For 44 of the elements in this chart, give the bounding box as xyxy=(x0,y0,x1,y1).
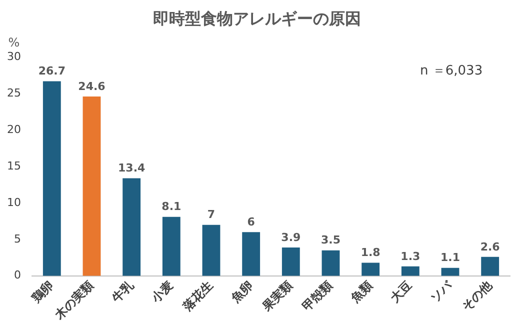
x-tick-label: 魚卵 xyxy=(228,278,256,306)
x-tick-label: 牛乳 xyxy=(108,278,137,306)
bar xyxy=(42,81,61,276)
bar xyxy=(162,216,180,276)
y-axis-title: % xyxy=(8,35,20,50)
x-tick-label: 小麦 xyxy=(148,278,176,306)
y-tick-label: 10 xyxy=(6,196,21,209)
data-label: 13.4 xyxy=(118,162,146,175)
x-tick-label: ソバ xyxy=(428,278,456,306)
y-tick-label: 0 xyxy=(14,268,21,282)
data-label: 24.6 xyxy=(78,80,106,93)
bar xyxy=(441,268,460,276)
data-label: 1.1 xyxy=(440,251,460,264)
annotation: n ＝6,033 xyxy=(420,64,483,79)
data-label: 1.3 xyxy=(400,250,420,263)
y-tick-label: 15 xyxy=(6,159,21,172)
data-label: 7 xyxy=(207,208,216,222)
y-tick-label: 25 xyxy=(6,86,21,100)
x-tick-label: 果実類 xyxy=(259,278,296,314)
bar xyxy=(82,96,101,276)
data-label: 1.8 xyxy=(360,246,380,260)
data-label: 8.1 xyxy=(162,200,182,214)
chart-title: 即時型食物アレルギーの原因 xyxy=(153,8,361,28)
x-tick-label: 落花生 xyxy=(180,278,216,314)
y-tick-label: 5 xyxy=(14,232,21,246)
bar xyxy=(401,266,420,276)
x-tick-label: その他 xyxy=(459,278,496,314)
bar xyxy=(282,247,300,276)
y-tick-label: 20 xyxy=(6,122,21,136)
data-label: 2.6 xyxy=(480,240,500,254)
data-label: 3.9 xyxy=(281,230,301,244)
bar xyxy=(362,262,380,276)
x-tick-label: 魚類 xyxy=(347,278,375,306)
data-label: 26.7 xyxy=(38,64,66,78)
data-label: 6 xyxy=(247,216,256,228)
bar xyxy=(122,178,141,276)
data-label: 3.5 xyxy=(321,234,340,247)
bar xyxy=(202,224,220,276)
y-tick-label: 30 xyxy=(6,50,21,64)
x-tick-label: 甲殻類 xyxy=(300,278,336,314)
bar xyxy=(481,256,500,276)
x-tick-label: 大豆 xyxy=(388,278,415,306)
bar xyxy=(322,250,340,276)
bar xyxy=(242,232,260,276)
